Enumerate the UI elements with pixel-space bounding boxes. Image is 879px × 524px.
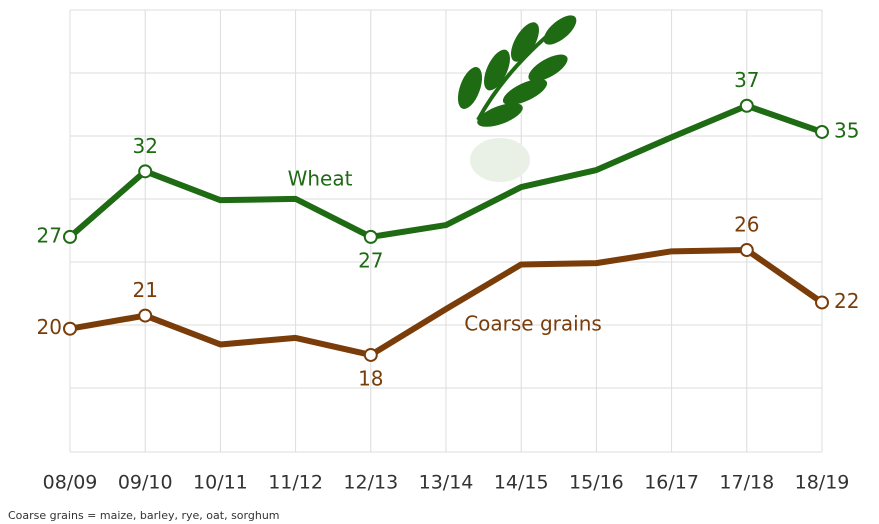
x-tick-label: 11/12 (268, 472, 323, 494)
x-tick-label: 17/18 (719, 472, 774, 494)
point-marker (363, 229, 378, 244)
x-tick-label: 14/15 (494, 472, 549, 494)
data-label: 18 (358, 366, 383, 390)
x-tick-label: 10/11 (193, 472, 248, 494)
series-label: Coarse grains (464, 312, 602, 336)
x-tick-label: 13/14 (419, 472, 474, 494)
data-label: 26 (734, 213, 759, 237)
x-tick-label: 08/09 (43, 472, 98, 494)
data-label: 27 (37, 223, 62, 247)
point-marker (63, 229, 77, 244)
x-tick-label: 16/17 (644, 472, 699, 494)
point-marker (815, 295, 829, 310)
point-marker (138, 164, 153, 179)
x-tick-label: 15/16 (569, 472, 624, 494)
series-line (69, 247, 824, 358)
point-marker (815, 124, 829, 139)
x-tick-label: 09/10 (118, 472, 173, 494)
data-label: 22 (834, 289, 859, 313)
x-tick-label: 18/19 (795, 472, 850, 494)
point-marker (138, 308, 153, 323)
data-label: 21 (132, 278, 157, 302)
data-label: 37 (734, 68, 759, 92)
footnote: Coarse grains = maize, barley, rye, oat,… (8, 509, 280, 522)
data-label: 35 (834, 118, 859, 142)
data-label: 32 (132, 134, 157, 158)
series-line (68, 102, 823, 240)
data-label: 20 (37, 315, 62, 339)
series-label: Wheat (288, 167, 353, 191)
point-marker (739, 98, 754, 113)
point-marker (63, 321, 77, 336)
vertical-grid (69, 10, 823, 452)
wheat-icon (457, 15, 577, 182)
data-label: 27 (358, 248, 383, 272)
x-tick-label: 12/13 (343, 472, 398, 494)
point-marker (739, 243, 754, 258)
point-marker (363, 347, 378, 362)
